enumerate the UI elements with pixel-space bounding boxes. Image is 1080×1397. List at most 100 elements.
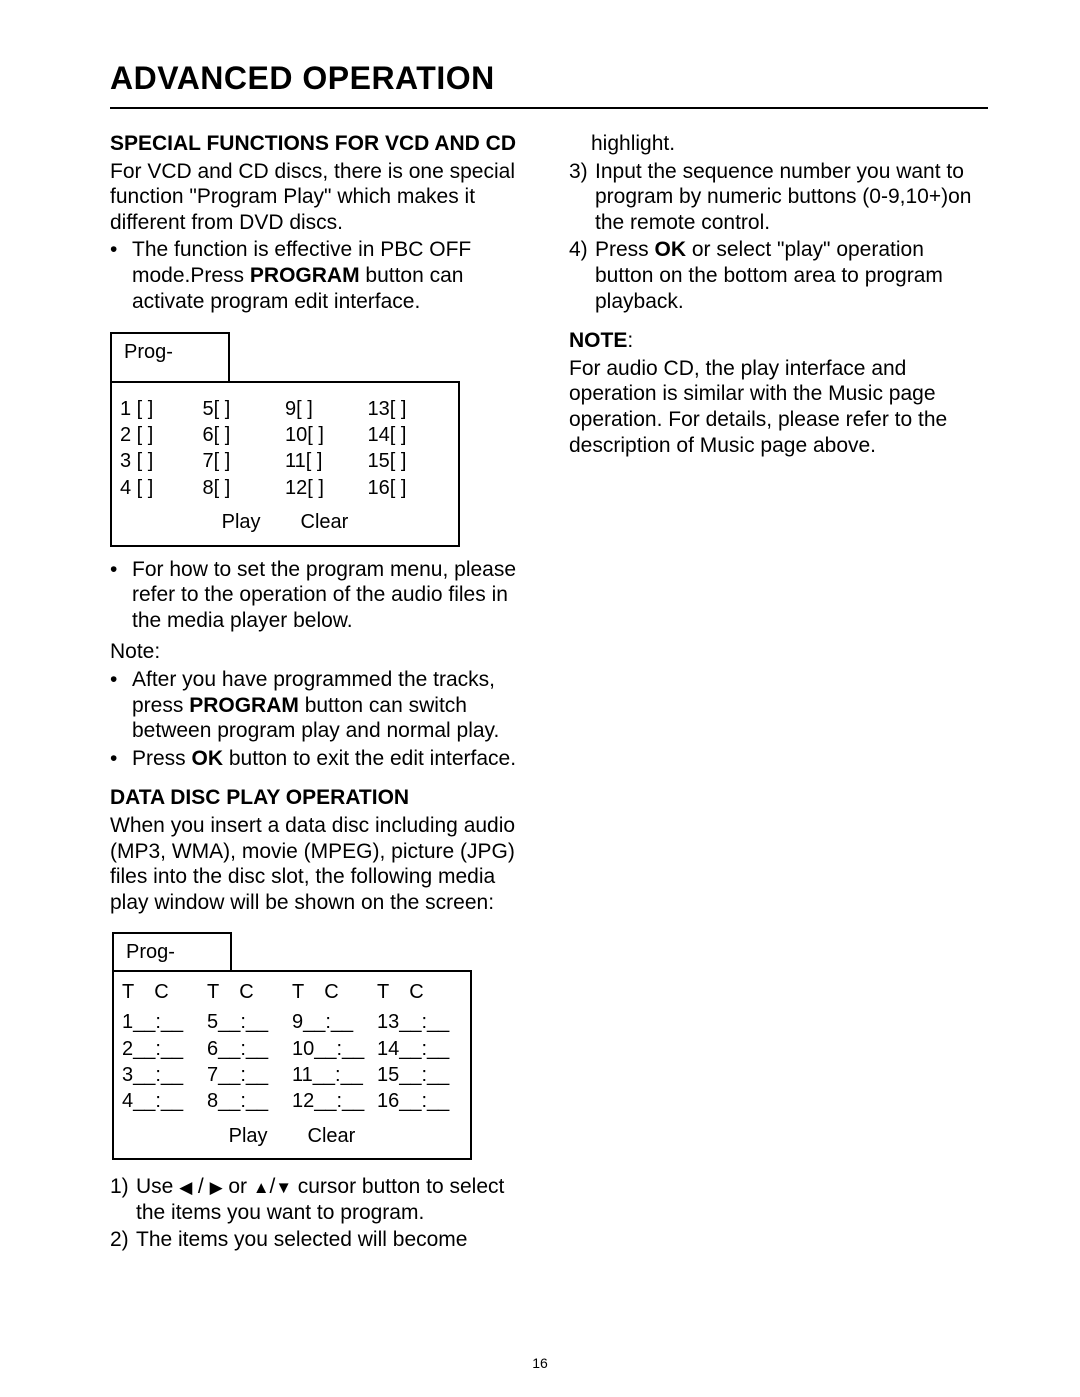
colon: : [627,329,633,352]
prog-slot: 7__:__ [207,1063,292,1087]
step-text: Input the sequence number you want to pr… [595,159,988,236]
right-column: highlight. 3) Input the sequence number … [569,131,988,1255]
prog-slot: 11__:__ [292,1063,377,1087]
prog-slot: 9__:__ [292,1010,377,1034]
text-span: Use [136,1175,179,1198]
bullet-pbc: • The function is effective in PBC OFF m… [110,237,529,314]
play-label: Play [229,1124,268,1148]
continuation-text: highlight. [591,131,988,157]
columns: SPECIAL FUNCTIONS FOR VCD AND CD For VCD… [110,131,988,1255]
prog-slot: 8[ ] [203,476,286,500]
prog-slot: 1__:__ [122,1010,207,1034]
bullet-howto: • For how to set the program menu, pleas… [110,557,529,634]
left-column: SPECIAL FUNCTIONS FOR VCD AND CD For VCD… [110,131,529,1255]
note-heading: NOTE: [569,328,988,354]
bullet-block-1: • The function is effective in PBC OFF m… [110,237,529,314]
up-arrow-icon: ▲ [253,1178,270,1197]
prog-slot: 1 [ ] [120,397,203,421]
step-number: 1) [110,1174,136,1225]
bullet-text: The function is effective in PBC OFF mod… [132,237,529,314]
step-4: 4) Press OK or select "play" operation b… [569,237,988,314]
prog-slot: 4__:__ [122,1089,207,1113]
prog-slot: 16__:__ [377,1089,462,1113]
prog-slot: 15__:__ [377,1063,462,1087]
bullet-text: After you have programmed the tracks, pr… [132,667,529,744]
program-interface-box-2: Prog- TC TC TC TC 1__:__ 5__:__ 9__:__ 1… [112,932,472,1161]
prog-slot: 13__:__ [377,1010,462,1034]
step-number: 4) [569,237,595,314]
bold-program: PROGRAM [250,264,360,287]
left-arrow-icon: ◀ [179,1178,192,1197]
program-grid-2: 1__:__ 5__:__ 9__:__ 13__:__ 2__:__ 6__:… [122,1010,462,1114]
program-interface-box: Prog- 1 [ ] 5[ ] 9[ ] 13[ ] 2 [ ] 6[ ] 1… [110,332,460,546]
prog-slot: 2__:__ [122,1037,207,1061]
page-number: 16 [0,1355,1080,1371]
step-2: 2) The items you selected will become [110,1227,529,1253]
bullet-text: Press OK button to exit the edit interfa… [132,746,529,772]
tc-c: C [239,980,253,1004]
bullet-dot: • [110,237,132,314]
prog-slot: 5[ ] [203,397,286,421]
prog-slot: 4 [ ] [120,476,203,500]
program-tab-label: Prog- [112,932,232,972]
prog-slot: 3 [ ] [120,449,203,473]
step-1: 1) Use ◀ / ▶ or ▲/▼ cursor button to sel… [110,1174,529,1225]
tc-header-row: TC TC TC TC [122,980,462,1004]
page-title: ADVANCED OPERATION [110,60,988,97]
prog-slot: 8__:__ [207,1089,292,1113]
heading-data-disc: DATA DISC PLAY OPERATION [110,785,529,811]
bold-ok: OK [192,747,224,770]
bold-ok: OK [655,238,687,261]
intro-paragraph: For VCD and CD discs, there is one speci… [110,159,529,236]
tc-t: T [207,980,219,1004]
clear-label: Clear [308,1124,356,1148]
prog-slot: 16[ ] [368,476,451,500]
step-number: 2) [110,1227,136,1253]
bullet-exit: • Press OK button to exit the edit inter… [110,746,529,772]
play-label: Play [222,510,261,534]
bullet-text: For how to set the program menu, please … [132,557,529,634]
text-span: Press [595,238,655,261]
bullet-block-3: • After you have programmed the tracks, … [110,667,529,771]
step-number: 3) [569,159,595,236]
bold-note: NOTE [569,329,627,352]
prog-slot: 2 [ ] [120,423,203,447]
text-span: Press [132,747,192,770]
horizontal-rule [110,107,988,109]
prog-slot: 15[ ] [368,449,451,473]
down-arrow-icon: ▼ [275,1178,292,1197]
program-tab-label: Prog- [110,332,230,382]
prog-slot: 12[ ] [285,476,368,500]
program-grid: 1 [ ] 5[ ] 9[ ] 13[ ] 2 [ ] 6[ ] 10[ ] 1… [120,397,450,501]
prog-slot: 6__:__ [207,1037,292,1061]
prog-slot: 13[ ] [368,397,451,421]
bold-program: PROGRAM [189,694,299,717]
program-body: TC TC TC TC 1__:__ 5__:__ 9__:__ 13__:__… [112,970,472,1160]
step-text: The items you selected will become [136,1227,529,1253]
prog-slot: 7[ ] [203,449,286,473]
prog-slot: 10[ ] [285,423,368,447]
bullet-dot: • [110,557,132,634]
bullet-dot: • [110,746,132,772]
prog-slot: 14[ ] [368,423,451,447]
prog-slot: 6[ ] [203,423,286,447]
prog-slot: 12__:__ [292,1089,377,1113]
step-text: Use ◀ / ▶ or ▲/▼ cursor button to select… [136,1174,529,1225]
heading-special-functions: SPECIAL FUNCTIONS FOR VCD AND CD [110,131,529,157]
tc-t: T [122,980,134,1004]
right-arrow-icon: ▶ [210,1178,223,1197]
tc-t: T [377,980,389,1004]
clear-label: Clear [301,510,349,534]
prog-slot: 14__:__ [377,1037,462,1061]
note-body: For audio CD, the play interface and ope… [569,356,988,458]
prog-slot: 11[ ] [285,449,368,473]
program-actions: Play Clear [122,1124,462,1148]
step-text: Press OK or select "play" operation butt… [595,237,988,314]
tc-c: C [324,980,338,1004]
prog-slot: 10__:__ [292,1037,377,1061]
bullet-dot: • [110,667,132,744]
text-span: button to exit the edit interface. [223,747,516,770]
note-label: Note: [110,639,529,665]
program-actions: Play Clear [120,510,450,534]
bullet-block-2: • For how to set the program menu, pleas… [110,557,529,634]
